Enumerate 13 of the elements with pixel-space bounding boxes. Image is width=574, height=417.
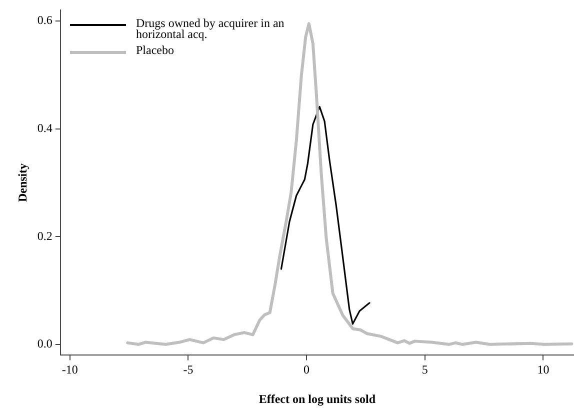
x-tick-label: -5 [183,362,194,377]
x-tick-label: 5 [422,362,428,377]
x-tick-label: -10 [62,362,78,377]
y-tick-label: 0.2 [37,228,52,243]
y-tick-label: 0.6 [37,13,52,28]
x-tick-label: 0 [304,362,310,377]
x-tick-label: 10 [537,362,550,377]
x-axis-title: Effect on log units sold [258,392,376,406]
y-tick-label: 0.4 [37,120,52,135]
y-axis-title: Density [15,163,30,202]
y-tick-label: 0.0 [37,336,52,351]
legend-label: Drugs owned by acquirer in an horizontal acq. [136,16,286,41]
legend-label: Placebo [136,43,175,57]
